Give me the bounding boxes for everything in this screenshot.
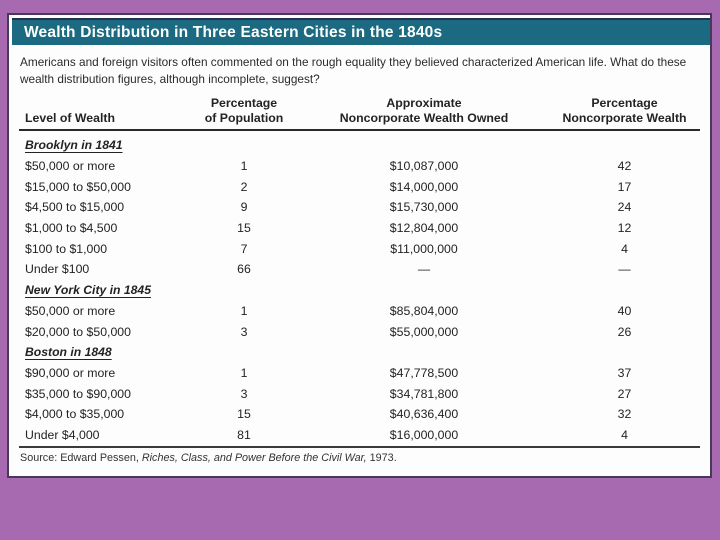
table-cell: 1 <box>240 365 248 380</box>
table-row: $20,000 to $50,000 3 $55,000,000 26 <box>19 321 700 342</box>
table-cell: 42 <box>617 159 632 174</box>
table-cell: 3 <box>240 386 248 401</box>
column-header-line: of Population <box>204 111 284 125</box>
table-cell: $1,000 to $4,500 <box>25 221 118 236</box>
panel-title: Wealth Distribution in Three Eastern Cit… <box>24 23 443 41</box>
table-cell: — <box>417 262 431 277</box>
section-header-row-1: New York City in 1845 <box>19 280 700 301</box>
table-cell: Under $4,000 <box>25 427 100 442</box>
section-header-row-2: Boston in 1848 <box>19 342 700 363</box>
table-cell: $15,730,000 <box>389 200 459 215</box>
table-cell: $4,500 to $15,000 <box>25 200 125 215</box>
table-cell: $10,087,000 <box>389 159 459 174</box>
table-cell: $47,778,500 <box>389 365 459 380</box>
table-cell: 1 <box>240 159 248 174</box>
column-header-1: Percentage of Population <box>189 96 299 126</box>
table-cell: $40,636,400 <box>389 407 459 422</box>
wealth-table: Level of Wealth Percentage of Population Ap… <box>19 96 700 445</box>
table-cell: 1 <box>240 303 248 318</box>
table-cell: $50,000 or more <box>25 159 116 174</box>
table-cell: 2 <box>240 179 248 194</box>
table-cell: $35,000 to $90,000 <box>25 386 131 401</box>
section-label: New York City in 1845 <box>25 283 151 298</box>
source-prefix: Source: Edward Pessen, <box>20 452 142 465</box>
source-suffix: 1973. <box>366 452 397 465</box>
source-book-title: Riches, Class, and Power Before the Civi… <box>141 452 367 465</box>
table-cell: $15,000 to $50,000 <box>25 179 131 194</box>
table-row: $4,000 to $35,000 15 $40,636,400 32 <box>19 404 700 425</box>
table-cell: 37 <box>617 365 632 380</box>
table-cell: 24 <box>617 200 632 215</box>
column-header-line: Noncorporate Wealth Owned <box>339 111 509 125</box>
table-cell: 15 <box>237 221 251 236</box>
table-row: $4,500 to $15,000 9 $15,730,000 24 <box>19 197 700 218</box>
table-cell: $34,781,800 <box>389 386 459 401</box>
table-cell: 27 <box>617 386 632 401</box>
table-row: $100 to $1,000 7 $11,000,000 4 <box>19 238 700 259</box>
table-cell: $50,000 or more <box>25 303 116 318</box>
table-row: $90,000 or more 1 $47,778,500 37 <box>19 363 700 384</box>
column-header-line: Percentage <box>591 96 658 110</box>
table-cell: 4 <box>621 427 628 442</box>
wealth-table-panel: Wealth Distribution in Three Eastern Cit… <box>7 13 712 478</box>
table-row: $1,000 to $4,500 15 $12,804,000 12 <box>19 218 700 239</box>
table-cell: 4 <box>621 241 628 256</box>
table-cell: 9 <box>240 200 248 215</box>
column-header-line: Percentage <box>210 96 278 110</box>
table-bottom-rule <box>19 446 700 449</box>
column-header-2: Approximate Noncorporate Wealth Owned <box>299 96 549 126</box>
table-cell: $20,000 to $50,000 <box>25 324 131 339</box>
table-cell: $100 to $1,000 <box>25 241 108 256</box>
table-cell: 26 <box>617 324 632 339</box>
table-row: $50,000 or more 1 $10,087,000 42 <box>19 156 700 177</box>
table-cell: $55,000,000 <box>389 324 459 339</box>
table-cell: $11,000,000 <box>390 241 458 256</box>
table-cell: $16,000,000 <box>389 427 459 442</box>
table-cell: $90,000 or more <box>25 365 116 380</box>
table-row: Under $100 66 — — <box>19 259 700 280</box>
table-cell: 15 <box>237 407 251 422</box>
table-cell: 32 <box>617 407 632 422</box>
table-row: $35,000 to $90,000 3 $34,781,800 27 <box>19 383 700 404</box>
table-cell: 66 <box>237 262 251 277</box>
section-label: Brooklyn in 1841 <box>25 138 123 153</box>
table-cell: 7 <box>240 241 248 256</box>
intro-text: Americans and foreign visitors often com… <box>20 55 687 86</box>
panel-title-bar: Wealth Distribution in Three Eastern Cit… <box>12 18 710 45</box>
table-cell: Under $100 <box>25 262 90 277</box>
column-header-3: Percentage Noncorporate Wealth <box>549 96 700 126</box>
table-cell: 3 <box>240 324 248 339</box>
column-header-line: Approximate <box>386 96 462 110</box>
table-cell: 81 <box>237 427 251 442</box>
column-header-0: Level of Wealth <box>19 96 189 126</box>
table-cell: — <box>618 262 631 277</box>
table-cell: $12,804,000 <box>389 221 459 236</box>
section-label: Boston in 1848 <box>25 345 112 360</box>
table-cell: $14,000,000 <box>389 179 459 194</box>
column-header-line: Level of Wealth <box>25 111 115 125</box>
column-header-line: Noncorporate Wealth <box>562 111 687 125</box>
table-cell: $85,804,000 <box>389 303 459 318</box>
section-header-row-0: Brooklyn in 1841 <box>19 135 700 156</box>
table-row: $15,000 to $50,000 2 $14,000,000 17 <box>19 176 700 197</box>
table-row: Under $4,000 81 $16,000,000 4 <box>19 425 700 446</box>
table-cell: 17 <box>617 179 632 194</box>
table-row: $50,000 or more 1 $85,804,000 40 <box>19 301 700 322</box>
table-cell: 12 <box>617 221 632 236</box>
table-cell: 40 <box>617 303 632 318</box>
table-body: Brooklyn in 1841 $50,000 or more 1 $10,087,… <box>19 131 700 445</box>
source-line: Source: Edward Pessen, Riches, Class, an… <box>9 448 710 464</box>
table-cell: $4,000 to $35,000 <box>25 407 125 422</box>
table-header-row: Level of Wealth Percentage of Population Ap… <box>19 96 700 131</box>
